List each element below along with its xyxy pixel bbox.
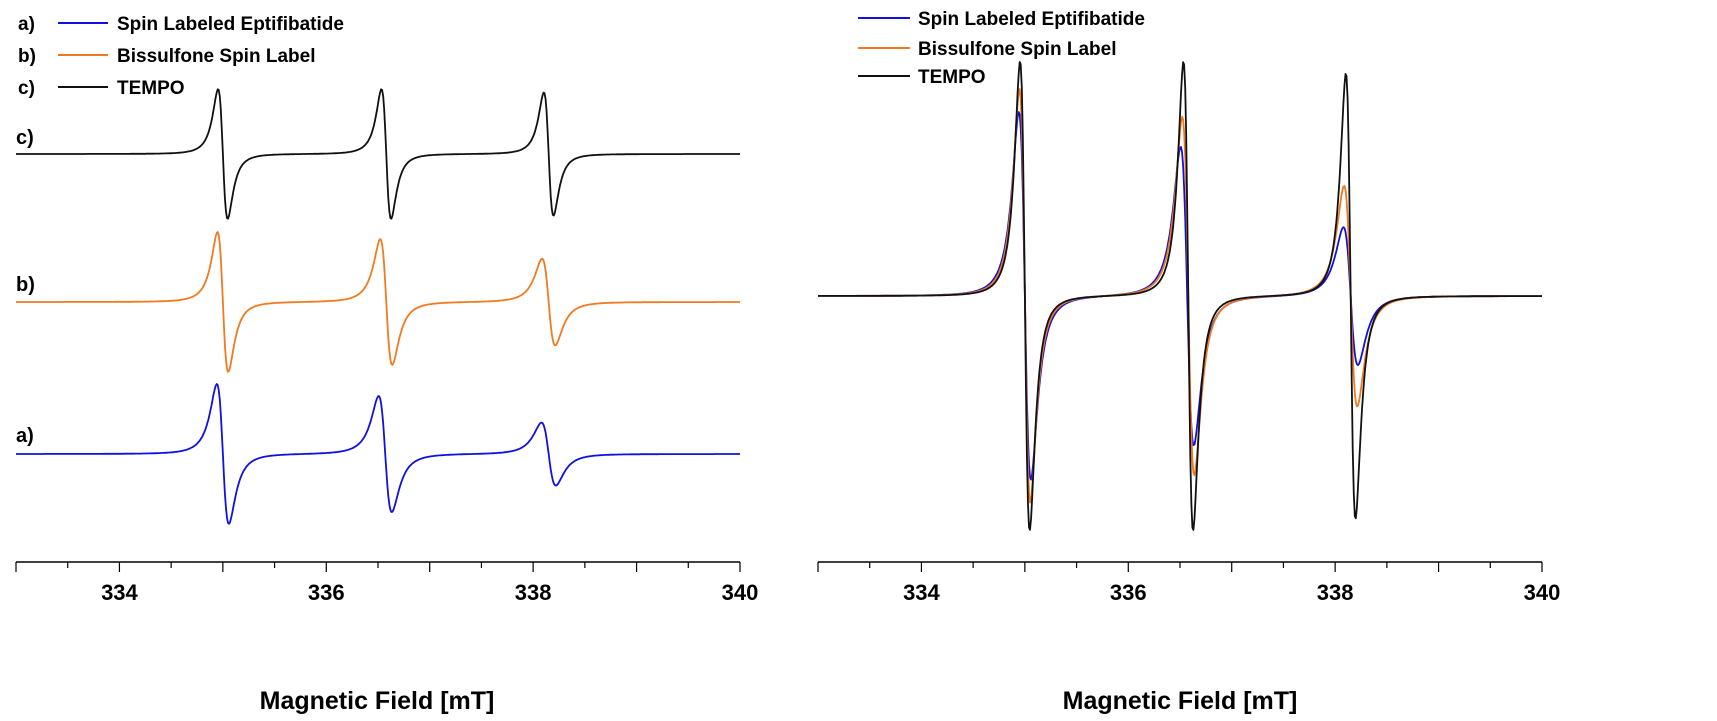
left-legend: a) Spin Labeled Eptifibatide b) Bissulfo… [18,14,344,99]
right-x-axis-title: Magnetic Field [mT] [1063,687,1298,715]
right-legend-label-tempo: TEMPO [918,67,986,88]
left-trace-label-c: c) [16,127,34,149]
right-x-axis: 334 336 338 340 [817,561,1561,605]
right-series-line-tempo [818,61,1542,531]
right-legend: Spin Labeled Eptifibatide Bissulfone Spi… [858,9,1145,88]
left-tick-label-336: 336 [308,580,345,605]
left-series-line-eptifibatide [16,383,740,525]
left-series-line-bissulfone [16,231,740,373]
right-tick-label-334: 334 [903,580,940,605]
right-legend-entry-eptifibatide: Spin Labeled Eptifibatide [858,9,1145,30]
left-tick-label-340: 340 [722,580,759,605]
left-series-line-tempo [16,88,740,220]
right-chart-panel: Spin Labeled Eptifibatide Bissulfone Spi… [817,9,1561,715]
left-tick-label-334: 334 [101,580,138,605]
left-trace-label-a: a) [16,425,34,447]
right-traces [818,61,1542,531]
left-trace-label-b: b) [16,274,35,296]
right-legend-label-bissulfone: Bissulfone Spin Label [918,39,1116,60]
left-x-axis: 334 336 338 340 [15,561,759,605]
right-tick-label-338: 338 [1317,580,1354,605]
left-legend-letter-c: c) [18,78,35,99]
right-tick-label-336: 336 [1110,580,1147,605]
left-legend-label-a: Spin Labeled Eptifibatide [117,14,344,35]
left-legend-label-b: Bissulfone Spin Label [117,46,315,67]
left-chart-panel: a) Spin Labeled Eptifibatide b) Bissulfo… [15,14,759,715]
left-legend-entry-b: b) Bissulfone Spin Label [18,46,315,67]
right-legend-entry-tempo: TEMPO [858,67,986,88]
left-legend-entry-a: a) Spin Labeled Eptifibatide [18,14,344,35]
right-legend-label-eptifibatide: Spin Labeled Eptifibatide [918,9,1145,30]
right-legend-entry-bissulfone: Bissulfone Spin Label [858,39,1116,60]
left-traces [16,88,740,525]
left-tick-label-338: 338 [515,580,552,605]
left-legend-letter-b: b) [18,46,36,67]
left-legend-entry-c: c) TEMPO [18,78,185,99]
left-legend-label-c: TEMPO [117,78,185,99]
left-x-axis-title: Magnetic Field [mT] [260,687,495,715]
left-legend-letter-a: a) [18,14,35,35]
right-tick-label-340: 340 [1524,580,1561,605]
